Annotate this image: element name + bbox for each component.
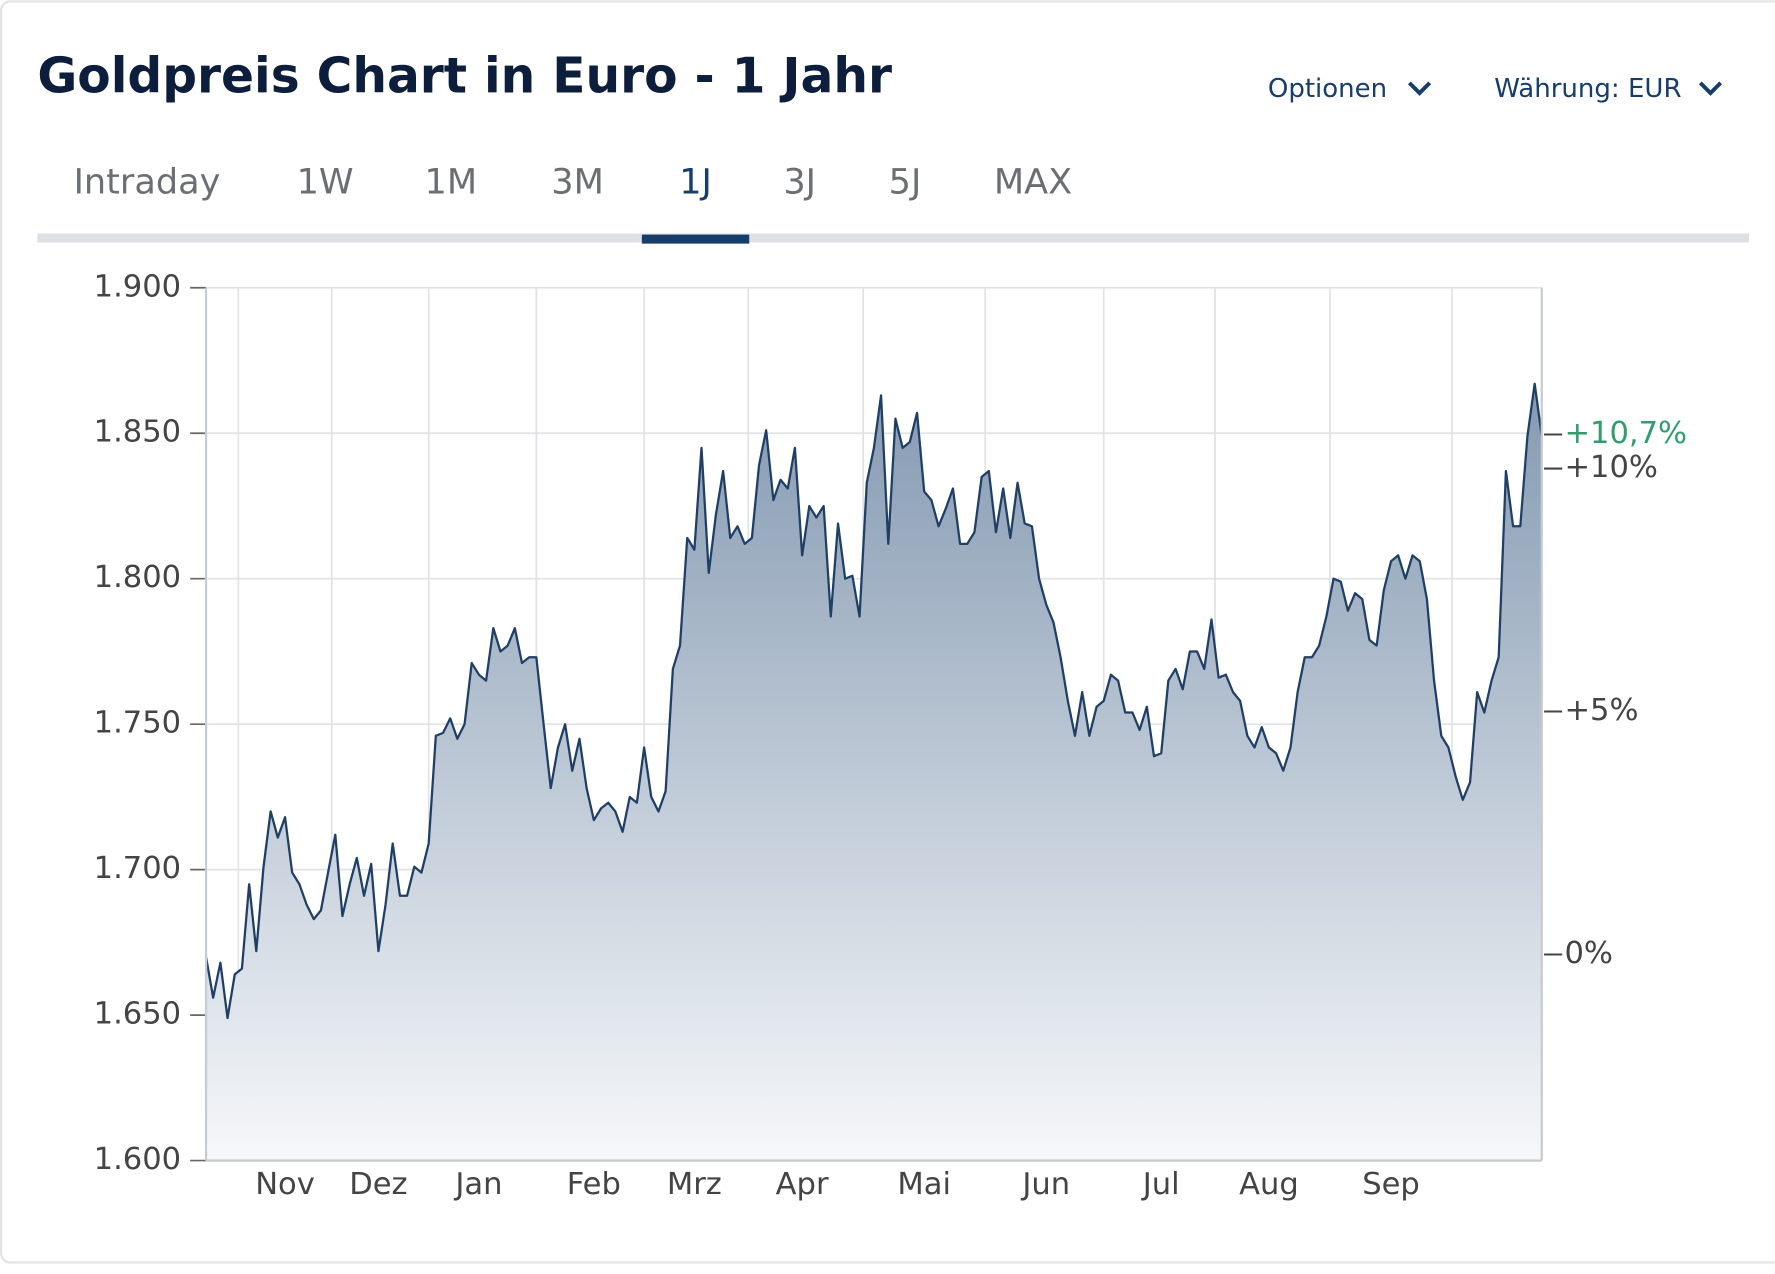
area-fill (206, 383, 1542, 1161)
x-tick-label: Dez (349, 1167, 407, 1202)
tab[interactable]: 1W (297, 162, 354, 203)
tab[interactable]: Intraday (74, 162, 221, 203)
x-tick-label: Feb (567, 1167, 621, 1202)
currency-button[interactable]: Währung: EUR (1494, 74, 1681, 104)
y2-tick-label: 0% (1564, 936, 1612, 971)
x-tick-label: Jul (1141, 1167, 1180, 1202)
x-tick-label: Jun (1020, 1167, 1070, 1202)
tab[interactable]: 1J (679, 162, 712, 203)
y2-tick-label: +5% (1564, 693, 1638, 728)
y-tick-label: 1.900 (94, 269, 181, 304)
x-tick-label: Apr (776, 1167, 829, 1202)
y-tick-label: 1.800 (94, 560, 181, 595)
y2-tick-label: +10% (1564, 450, 1658, 485)
x-tick-label: Aug (1239, 1167, 1299, 1202)
currency-chevron[interactable] (1698, 81, 1723, 96)
y-tick-label: 1.600 (94, 1142, 181, 1177)
y-tick-label: 1.650 (94, 997, 181, 1032)
tab[interactable]: 5J (889, 162, 922, 203)
x-tick-label: Jan (453, 1167, 502, 1202)
tab[interactable]: 3J (783, 162, 816, 203)
x-tick-label: Mai (897, 1167, 951, 1202)
title: Goldpreis Chart in Euro - 1 Jahr (37, 48, 892, 104)
x-tick-label: Nov (255, 1167, 315, 1202)
tab[interactable]: MAX (994, 162, 1072, 203)
tab-bar (37, 233, 1749, 243)
tab[interactable]: 1M (425, 162, 478, 203)
tabs: Intraday 1W 1M 3M 1J 3J 5J MAX (74, 162, 1072, 244)
active-tab-indicator (641, 234, 750, 244)
plot: 1.600 1.650 1.700 1.750 1.800 1.850 1.900 Nov De… (94, 269, 1687, 1202)
options-button[interactable]: Optionen (1268, 74, 1387, 104)
options-chevron[interactable] (1407, 81, 1432, 96)
y-tick-label: 1.850 (94, 415, 181, 450)
tab[interactable]: 3M (551, 162, 604, 203)
price-line (204, 382, 1543, 1020)
x-tick-label: Mrz (667, 1167, 722, 1202)
x-tick-label: Sep (1362, 1167, 1420, 1202)
current-change-label: +10,7% (1564, 416, 1687, 451)
y-tick-label: 1.750 (94, 706, 181, 741)
y-tick-label: 1.700 (94, 851, 181, 886)
